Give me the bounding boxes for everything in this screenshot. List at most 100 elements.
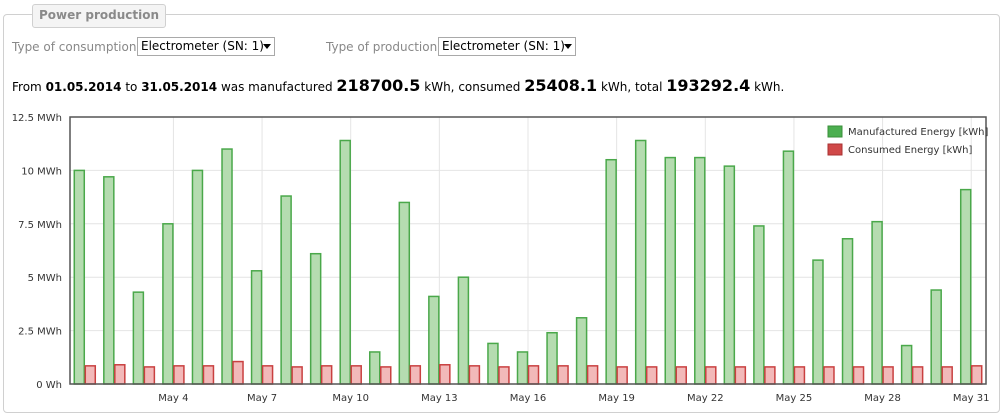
legend-item-consumed-label: Consumed Energy [kWh]: [848, 145, 973, 156]
legend-item-manufactured-label: Manufactured Energy [kWh]: [848, 127, 989, 138]
production-type-select[interactable]: Electrometer (SN: 1): [438, 37, 576, 56]
y-tick-label: 5 MWh: [28, 273, 62, 284]
from-date: 01.05.2014: [45, 80, 122, 94]
y-tick-label: 7.5 MWh: [18, 220, 62, 231]
total-value: 193292.4: [666, 76, 751, 95]
plot-border: [69, 116, 987, 385]
power-production-panel: [3, 14, 1000, 413]
manufactured-bar: [723, 165, 736, 385]
legend-item-manufactured-swatch: [827, 125, 843, 138]
chevron-down-icon: [564, 44, 572, 49]
consumed-bar: [261, 365, 274, 385]
manufactured-bar: [339, 139, 351, 385]
consumed-bar: [586, 365, 599, 385]
manufactured-bar: [841, 238, 854, 385]
consumed-bar: [409, 365, 422, 385]
manufactured-bar: [132, 291, 145, 385]
consumed-bar: [970, 365, 983, 385]
manufactured-bar: [191, 169, 204, 385]
manufactured-bar: [103, 176, 115, 385]
consumed-bar: [320, 365, 333, 385]
consumed-bar: [675, 366, 687, 385]
consumed-bar: [232, 360, 244, 385]
manufactured-bar: [605, 158, 617, 385]
consumed-bar: [527, 365, 540, 385]
from-label: From: [12, 80, 42, 94]
manufactured-bar: [664, 156, 676, 385]
manufactured-bar: [309, 252, 322, 385]
manufactured-bar: [782, 150, 795, 385]
x-tick-label: May 25: [776, 393, 813, 404]
consumed-bar: [823, 366, 835, 385]
consumed-bar: [380, 366, 392, 385]
manufactured-bar: [73, 169, 86, 385]
legend-item-consumed-swatch: [827, 143, 843, 156]
manufactured-bar: [162, 223, 174, 385]
consumed-bar: [645, 366, 658, 385]
summary-line: From 01.05.2014 to 31.05.2014 was manufa…: [12, 76, 784, 95]
manufactured-bar: [812, 259, 824, 385]
consumed-bar: [498, 366, 510, 385]
consumed-bar: [941, 366, 953, 385]
consumed-bar: [882, 366, 894, 385]
manufactured-value: 218700.5: [336, 76, 421, 95]
manufactured-label: was manufactured: [220, 80, 333, 94]
manufactured-bar: [221, 148, 233, 385]
total-label: kWh, total: [600, 80, 663, 94]
consumed-bar: [291, 366, 303, 385]
y-tick-label: 2.5 MWh: [18, 327, 62, 338]
manufactured-bar: [634, 139, 647, 385]
manufactured-bar: [871, 220, 883, 385]
y-tick-label: 12.5 MWh: [12, 113, 62, 124]
consumed-bar: [734, 366, 747, 385]
chevron-down-icon: [263, 44, 271, 49]
consumed-bar: [911, 366, 924, 385]
manufactured-bar: [280, 195, 292, 385]
consumed-bar: [764, 366, 776, 385]
unit-end: kWh.: [754, 80, 785, 94]
consumed-bar: [439, 364, 451, 385]
consumed-bar: [202, 365, 215, 385]
consumed-value: 25408.1: [524, 76, 598, 95]
consumed-bar: [793, 366, 806, 385]
manufactured-bar: [457, 276, 470, 385]
to-date: 31.05.2014: [141, 80, 218, 94]
y-tick-label: 10 MWh: [21, 166, 62, 177]
manufactured-bar: [930, 289, 942, 385]
consumed-bar: [173, 365, 185, 385]
x-tick-label: May 7: [247, 393, 277, 404]
manufactured-bar: [369, 351, 381, 385]
consumed-bar: [114, 364, 126, 385]
x-tick-label: May 19: [598, 393, 635, 404]
consumed-bar: [468, 365, 481, 385]
x-tick-label: May 28: [864, 393, 901, 404]
manufactured-bar: [250, 270, 263, 385]
consumed-bar: [705, 366, 717, 385]
manufactured-bar: [428, 295, 440, 385]
production-type-label: Type of production:: [326, 40, 442, 54]
consumed-bar: [852, 366, 865, 385]
manufactured-bar: [398, 201, 411, 385]
y-tick-label: 0 Wh: [36, 380, 62, 391]
manufactured-bar: [753, 225, 765, 385]
production-type-value: Electrometer (SN: 1): [442, 39, 565, 53]
manufactured-bar: [487, 342, 499, 385]
x-tick-label: May 31: [953, 393, 990, 404]
consumed-bar: [557, 365, 569, 385]
consumed-bar: [616, 366, 628, 385]
consumed-label: kWh, consumed: [424, 80, 521, 94]
consumed-bar: [84, 365, 97, 385]
manufactured-bar: [575, 317, 588, 385]
x-tick-label: May 4: [158, 393, 188, 404]
x-tick-label: May 22: [687, 393, 724, 404]
consumed-bar: [350, 365, 362, 385]
x-tick-label: May 10: [332, 393, 369, 404]
panel-title: Power production: [32, 4, 166, 28]
manufactured-bar: [516, 351, 529, 385]
consumed-bar: [143, 366, 156, 385]
consumption-type-select[interactable]: Electrometer (SN: 1): [137, 37, 275, 56]
consumption-type-label: Type of consumption:: [12, 40, 141, 54]
consumption-type-value: Electrometer (SN: 1): [141, 39, 264, 53]
manufactured-bar: [694, 156, 706, 385]
